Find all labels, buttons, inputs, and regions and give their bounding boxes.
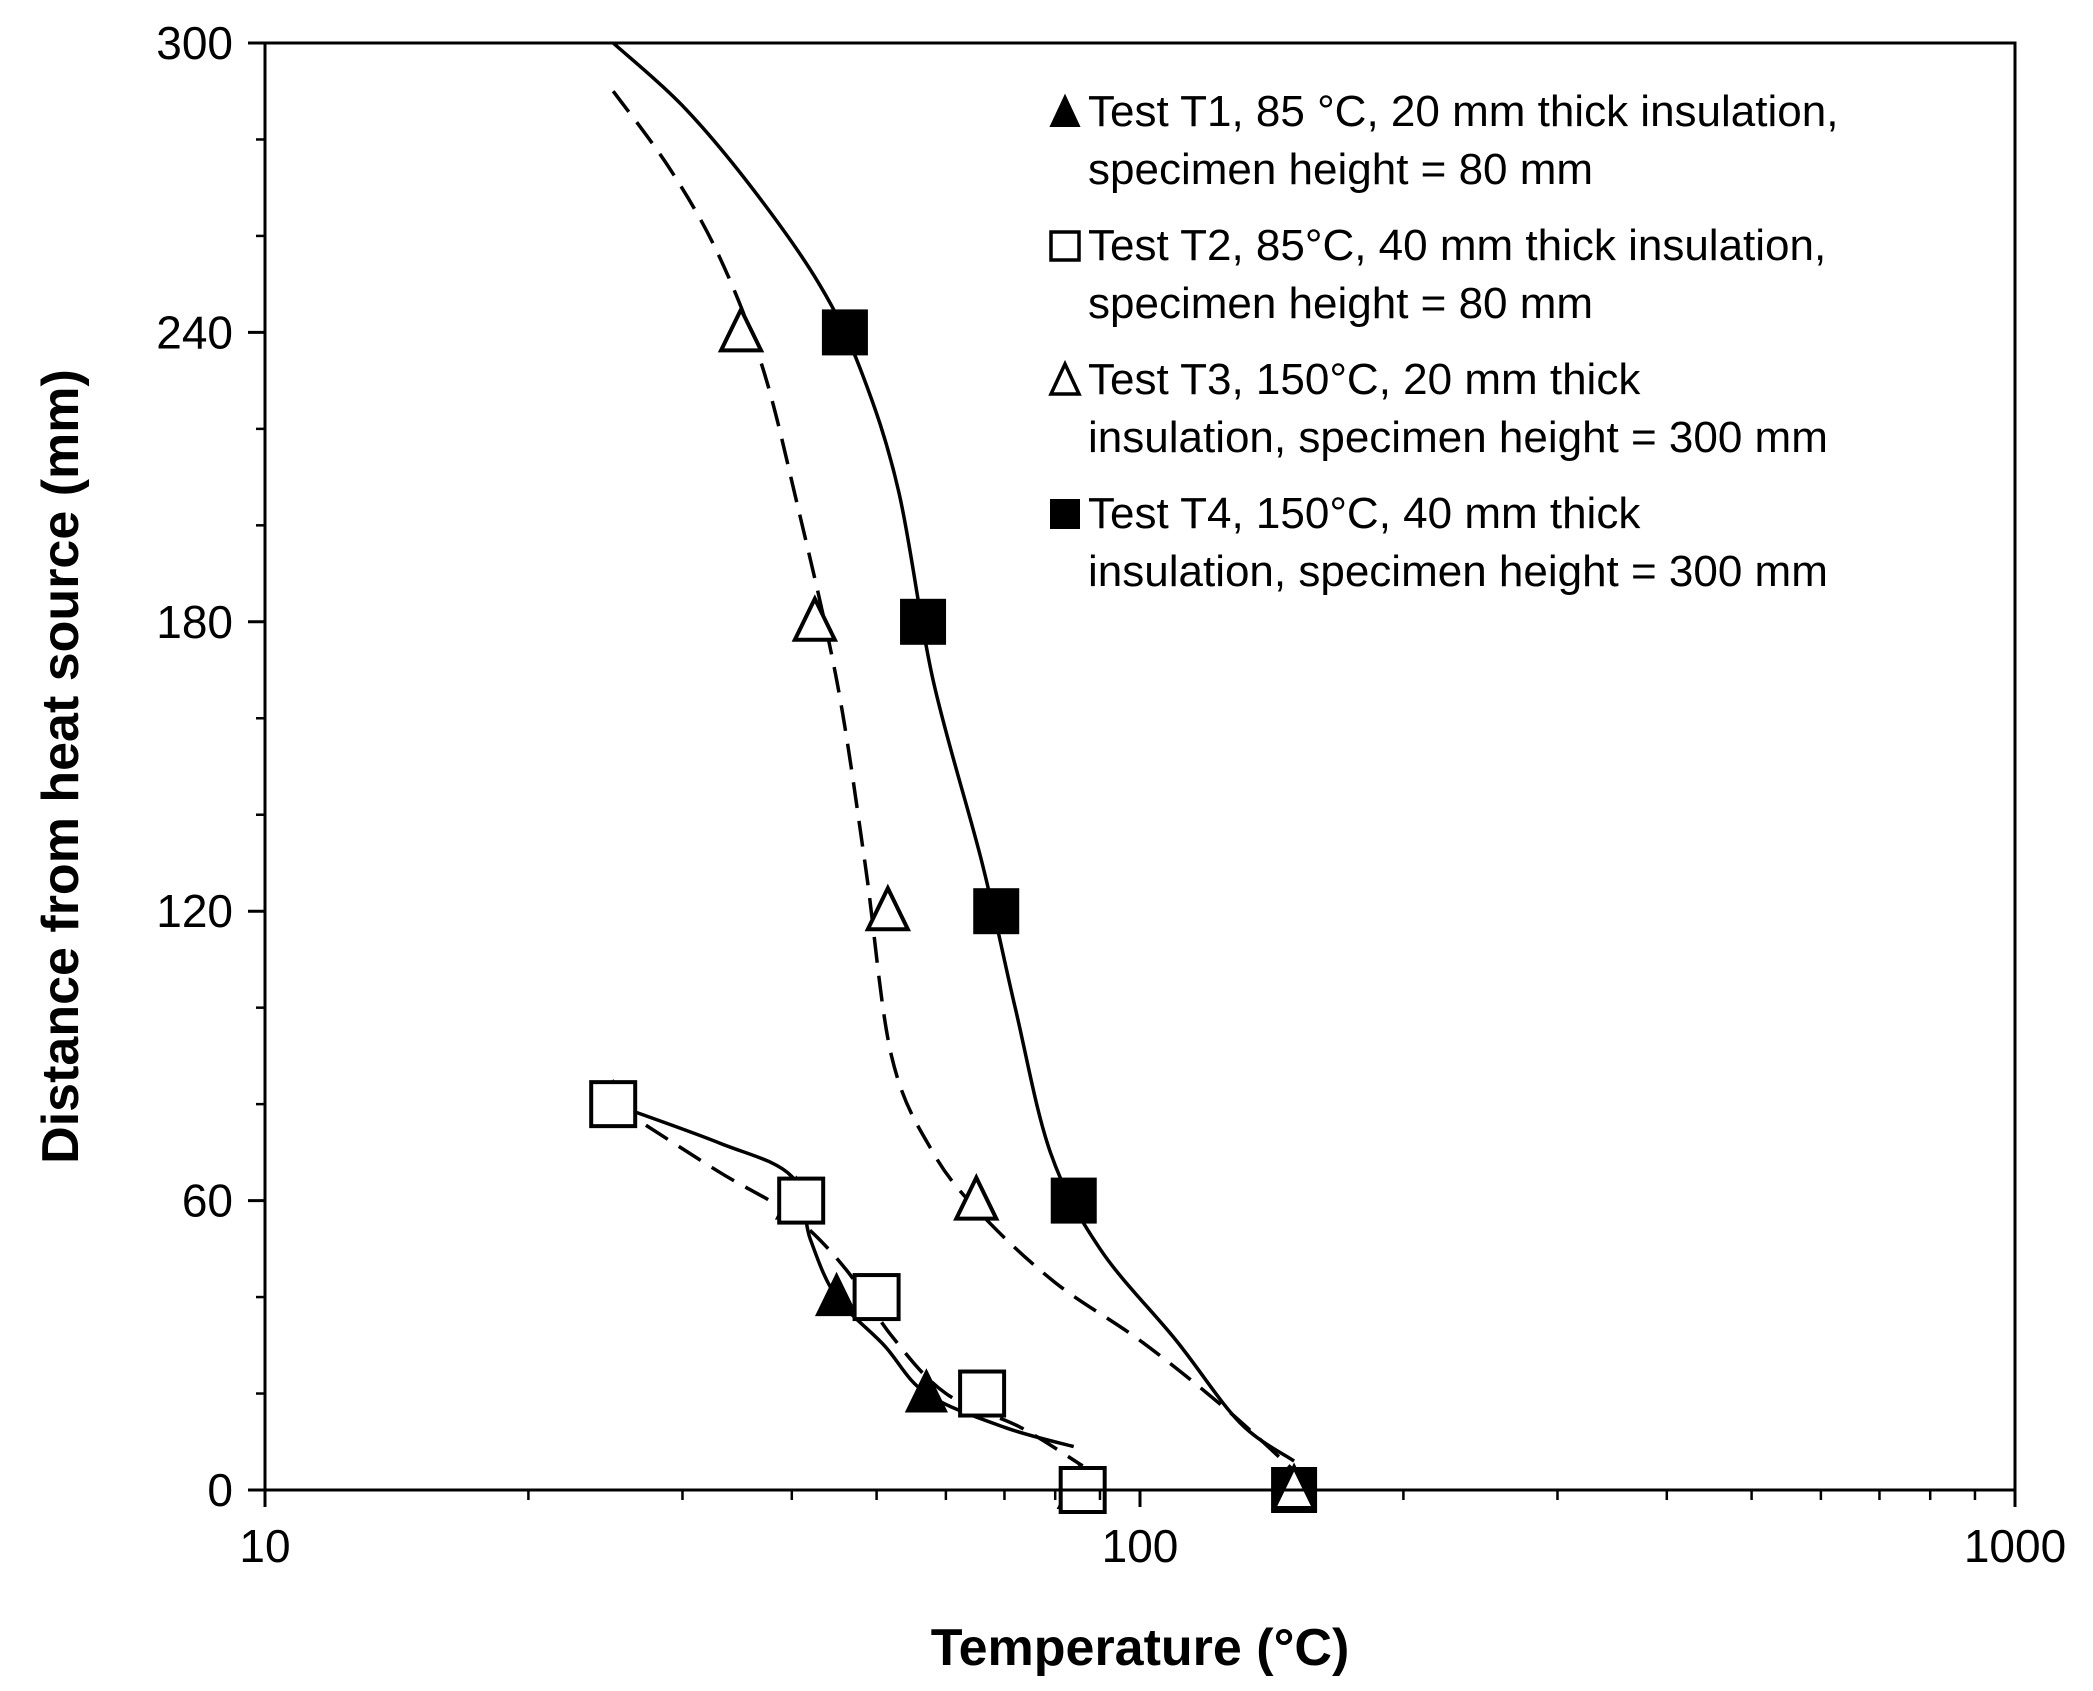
x-tick-label: 1000: [1964, 1520, 2066, 1572]
legend-marker-4: [1050, 499, 1080, 529]
data-point-test-t4-4: [900, 598, 947, 645]
data-point-test-t2-3: [852, 1273, 901, 1322]
y-axis-title: Distance from heat source (mm): [32, 369, 90, 1164]
x-tick-label: 10: [239, 1520, 290, 1572]
legend-label-3-line-1: Test T3, 150°C, 20 mm thick: [1088, 355, 1641, 404]
legend-label-2-line-2: specimen height = 80 mm: [1088, 279, 1593, 328]
axes: 0 60 120 180 240 300 10 100 1000: [156, 17, 2066, 1572]
legend-label-1-line-2: specimen height = 80 mm: [1088, 145, 1593, 194]
y-tick-label: 300: [156, 17, 233, 69]
data-point-test-t3-1: [1270, 1462, 1318, 1510]
data-point-test-t3-2: [953, 1173, 1000, 1221]
legend-label-4-line-1: Test T4, 150°C, 40 mm thick: [1088, 489, 1641, 538]
legend-marker-1: [1049, 93, 1081, 127]
legend-label-2-line-1: Test T2, 85°C, 40 mm thick insulation,: [1088, 221, 1826, 270]
y-tick-label: 60: [182, 1175, 233, 1227]
data-point-test-t4-2: [1050, 1177, 1097, 1224]
legend-marker-2: [1049, 230, 1081, 262]
y-tick-label: 120: [156, 885, 233, 937]
data-point-test-t3-4: [791, 594, 839, 642]
legend-label-4-line-2: insulation, specimen height = 300 mm: [1088, 547, 1828, 596]
legend: Test T1, 85 °C, 20 mm thick insulation, s…: [1048, 87, 1838, 596]
legend-label-3-line-2: insulation, specimen height = 300 mm: [1088, 413, 1828, 462]
legend-label-1-line-1: Test T1, 85 °C, 20 mm thick insulation,: [1088, 87, 1838, 136]
data-point-test-t1-2: [904, 1368, 948, 1413]
y-tick-label: 180: [156, 596, 233, 648]
data-point-test-t2-2: [958, 1369, 1007, 1418]
legend-marker-3: [1048, 359, 1082, 396]
data-point-test-t3-5: [717, 304, 765, 353]
series-markers: [589, 304, 1318, 1514]
x-axis-title: Temperature (°C): [931, 1619, 1350, 1677]
data-point-test-t2-4: [777, 1176, 826, 1225]
y-tick-label: 0: [207, 1464, 233, 1516]
data-point-test-t1-3: [814, 1271, 859, 1317]
series-line-4: [612, 41, 1296, 1463]
data-point-test-t4-3: [973, 888, 1020, 935]
data-point-test-t4-5: [821, 309, 868, 356]
series-line-3: [611, 90, 1296, 1473]
data-point-test-t2-5: [589, 1080, 638, 1129]
y-tick-label: 240: [156, 306, 233, 358]
data-point-test-t3-3: [864, 883, 912, 932]
x-tick-label: 100: [1102, 1520, 1179, 1572]
